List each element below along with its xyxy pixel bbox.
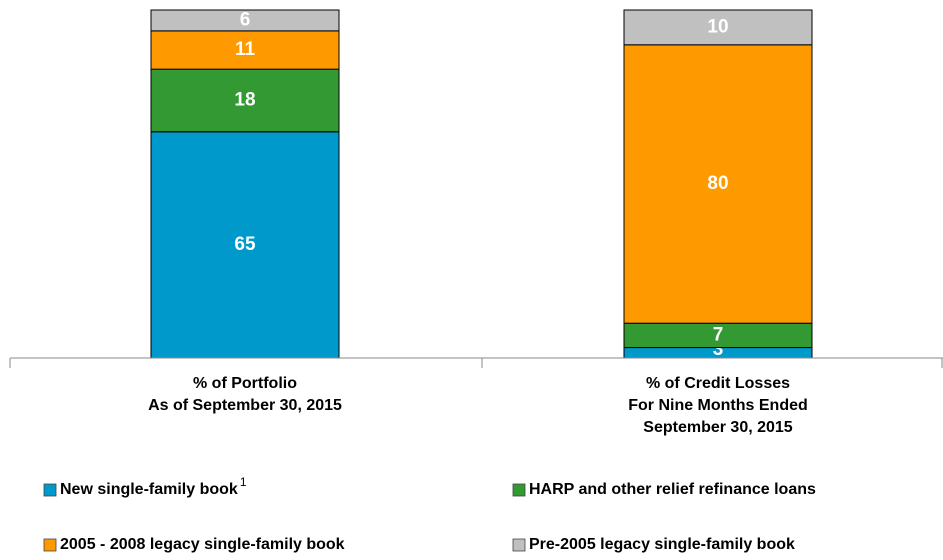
legend-swatch <box>512 483 526 497</box>
x-tick-label: September 30, 2015 <box>643 419 793 436</box>
data-label: 7 <box>713 324 724 345</box>
x-tick-label: For Nine Months Ended <box>628 397 808 414</box>
legend-label: 2005 - 2008 legacy single-family book <box>60 536 345 553</box>
legend-swatch <box>43 538 57 552</box>
data-label: 18 <box>234 89 255 110</box>
data-label: 6 <box>240 9 251 30</box>
data-label: 11 <box>235 39 256 60</box>
legend-label: HARP and other relief refinance loans <box>529 481 816 498</box>
legend-name: HARP and other relief refinance loans <box>529 481 816 498</box>
bar-segment <box>150 68 340 133</box>
legend-footnote: 1 <box>240 475 247 489</box>
bar-segment <box>150 131 340 359</box>
legend-swatch <box>43 483 57 497</box>
legend-label: Pre-2005 legacy single-family book <box>529 536 795 553</box>
legend-name: Pre-2005 legacy single-family book <box>529 536 795 553</box>
data-label: 80 <box>707 173 728 194</box>
data-label: 65 <box>234 234 256 255</box>
legend-name: 2005 - 2008 legacy single-family book <box>60 536 345 553</box>
x-tick-label: % of Credit Losses <box>646 375 790 392</box>
bar-segment <box>150 9 340 32</box>
legend-label: New single-family book 1 <box>60 475 247 498</box>
data-label: 10 <box>707 16 728 37</box>
legend-swatch <box>512 538 526 552</box>
data-label: 3 <box>713 339 724 360</box>
legend-name: New single-family book <box>60 481 238 498</box>
bar-segment <box>623 44 813 324</box>
x-tick-label: % of Portfolio <box>193 375 297 392</box>
x-tick-label: As of September 30, 2015 <box>148 397 342 414</box>
bar-segment <box>623 9 813 46</box>
